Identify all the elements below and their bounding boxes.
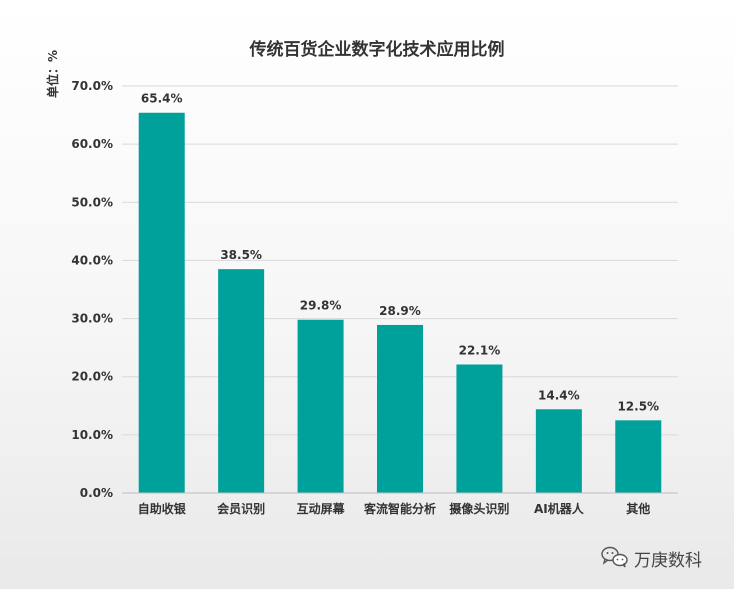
data-label: 28.9%: [379, 304, 421, 318]
data-label: 22.1%: [459, 344, 501, 358]
bar: [297, 319, 344, 493]
data-label: 38.5%: [220, 248, 262, 262]
data-labels: 65.4% 38.5% 29.8% 28.9% 22.1% 14.4% 12.5%: [141, 92, 659, 414]
x-axis-ticks: 自助收银 会员识别 互动屏幕 客流智能分析 摄像头识别 AI机器人 其他: [138, 501, 651, 516]
data-label: 14.4%: [538, 388, 580, 402]
watermark: 万庚数科: [601, 546, 702, 571]
data-label: 29.8%: [300, 299, 342, 313]
gridlines: [122, 85, 678, 436]
bar: [377, 324, 423, 493]
watermark-text: 万庚数科: [634, 551, 702, 571]
x-tick-label: 客流智能分析: [363, 501, 436, 516]
x-tick-label: 会员识别: [217, 501, 265, 516]
y-tick-label: 60.0%: [71, 137, 113, 151]
y-tick-label: 50.0%: [71, 195, 113, 209]
data-label: 65.4%: [141, 92, 183, 106]
bar: [615, 420, 662, 493]
data-label: 12.5%: [617, 399, 659, 413]
wechat-icon: [601, 546, 628, 568]
y-tick-label: 0.0%: [80, 486, 113, 500]
x-tick-label: 自助收银: [138, 501, 187, 516]
y-axis-unit-label: 单位：%: [45, 50, 60, 98]
bar: [456, 364, 503, 493]
bar: [138, 112, 185, 493]
x-tick-label: 摄像头识别: [449, 501, 509, 516]
bar: [218, 269, 265, 493]
y-axis-ticks: 0.0% 10.0% 20.0% 30.0% 40.0% 50.0% 60.0% 70.0%: [71, 79, 113, 500]
y-tick-label: 70.0%: [71, 79, 113, 93]
bars: [138, 112, 662, 493]
y-tick-label: 20.0%: [71, 370, 113, 384]
x-tick-label: 其他: [626, 501, 650, 516]
y-tick-label: 10.0%: [71, 428, 113, 442]
y-tick-label: 40.0%: [71, 253, 113, 267]
x-tick-label: AI机器人: [534, 501, 585, 516]
bar: [535, 409, 582, 493]
y-tick-label: 30.0%: [71, 312, 113, 326]
chart-title: 传统百货企业数字化技术应用比例: [249, 39, 505, 60]
x-tick-label: 互动屏幕: [297, 501, 346, 516]
